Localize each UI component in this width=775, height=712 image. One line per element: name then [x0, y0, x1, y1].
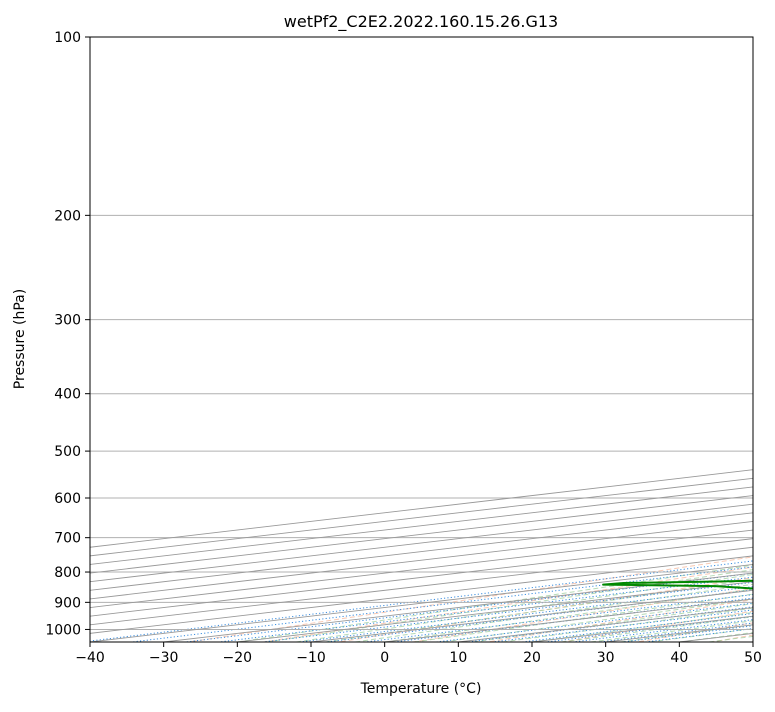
x-axis-label: Temperature (°C) — [360, 681, 482, 697]
x-tick-label: 10 — [449, 650, 467, 666]
y-tick-label: 100 — [54, 30, 81, 46]
x-tick-label: −10 — [296, 650, 326, 666]
y-axis-label: Pressure (hPa) — [12, 289, 28, 389]
chart-title: wetPf2_C2E2.2022.160.15.26.G13 — [284, 12, 558, 32]
x-tick-label: 50 — [744, 650, 762, 666]
y-tick-label: 500 — [54, 444, 81, 460]
x-tick-label: −30 — [149, 650, 179, 666]
x-tick-label: −40 — [75, 650, 105, 666]
y-tick-label: 1000 — [45, 622, 81, 638]
y-tick-label: 700 — [54, 531, 81, 547]
y-tick-label: 800 — [54, 565, 81, 581]
y-tick-label: 900 — [54, 595, 81, 611]
y-tick-label: 400 — [54, 387, 81, 403]
x-tick-label: −20 — [223, 650, 253, 666]
x-tick-label: 30 — [597, 650, 615, 666]
x-tick-label: 0 — [380, 650, 389, 666]
y-tick-label: 200 — [54, 208, 81, 224]
y-tick-label: 300 — [54, 313, 81, 329]
x-tick-label: 40 — [670, 650, 688, 666]
y-tick-label: 600 — [54, 491, 81, 507]
x-tick-label: 20 — [523, 650, 541, 666]
